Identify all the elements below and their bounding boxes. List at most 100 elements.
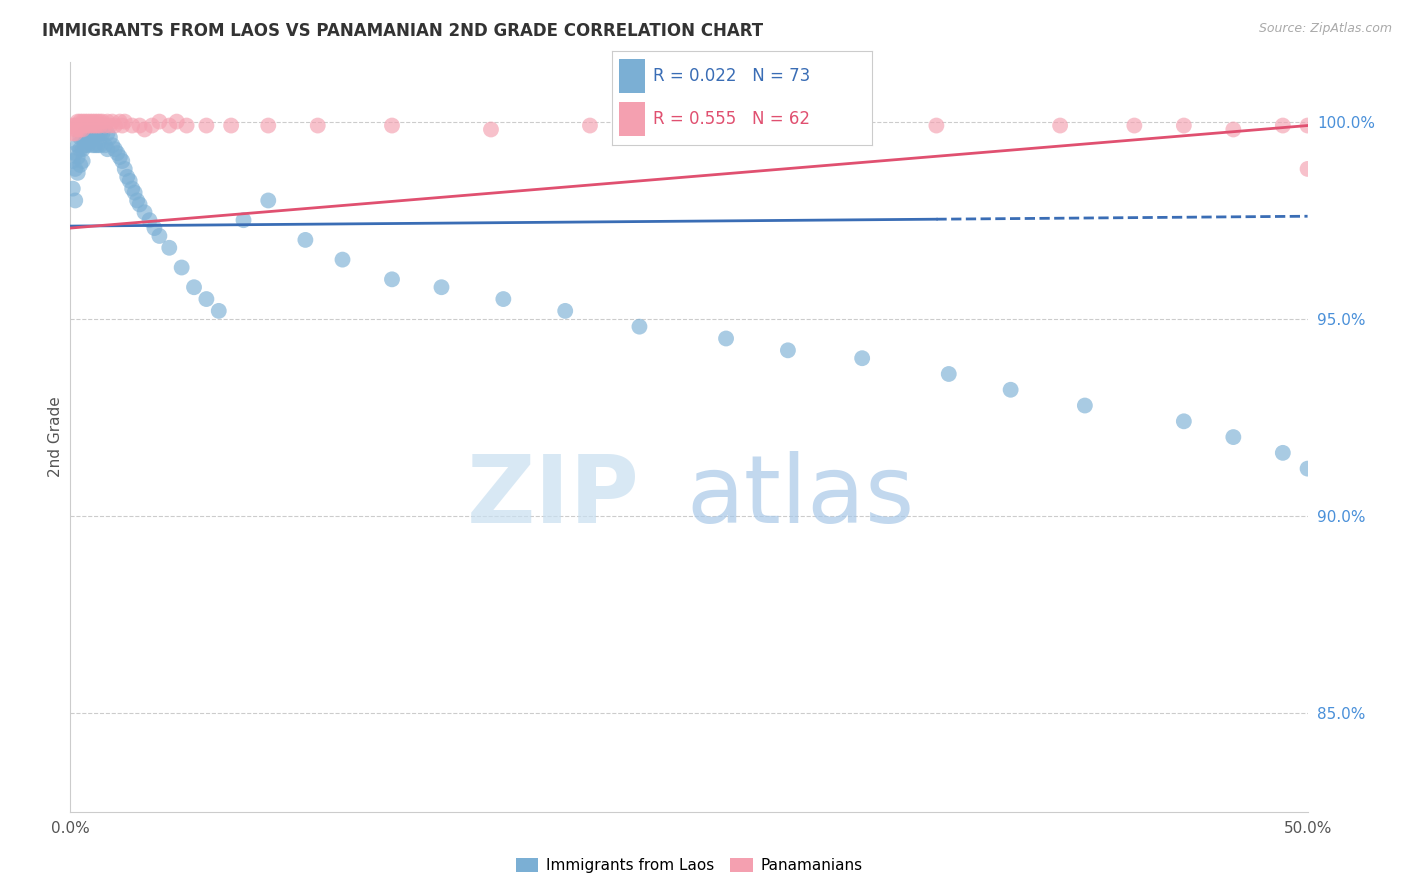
Point (66, 119, 89, 133)
Text: IMMIGRANTS FROM LAOS VS PANAMANIAN 2ND GRADE CORRELATION CHART: IMMIGRANTS FROM LAOS VS PANAMANIAN 2ND G… (42, 22, 763, 40)
Point (257, 194, 280, 208)
Point (79, 114, 101, 128)
Point (75, 127, 97, 141)
Point (66, 114, 89, 128)
Point (62, 154, 84, 169)
Point (1271, 446, 1294, 460)
Text: R = 0.555   N = 62: R = 0.555 N = 62 (654, 111, 810, 128)
Text: atlas: atlas (686, 451, 914, 543)
Point (121, 119, 143, 133)
Point (76, 138, 98, 153)
Point (65, 161, 87, 176)
Point (69, 158, 91, 172)
Point (69, 142, 91, 156)
Point (1049, 119, 1071, 133)
Point (72, 130, 94, 145)
Point (925, 119, 948, 133)
Point (76, 127, 98, 141)
Point (62, 181, 84, 195)
Point (430, 280, 453, 294)
Point (96, 114, 118, 128)
Point (1296, 161, 1319, 176)
Point (115, 169, 138, 184)
Point (111, 119, 134, 133)
Point (89, 138, 111, 153)
Text: ZIP: ZIP (467, 451, 640, 543)
Point (1173, 414, 1195, 428)
Point (127, 194, 149, 208)
Point (76, 114, 98, 128)
Point (82, 119, 104, 133)
Point (82, 138, 104, 153)
Point (101, 114, 124, 128)
Point (479, 122, 502, 136)
Point (62, 127, 84, 141)
Point (98, 119, 121, 133)
Point (69, 119, 91, 133)
Point (1222, 122, 1244, 136)
Point (208, 304, 231, 318)
Point (579, 119, 602, 133)
Point (294, 233, 316, 247)
Point (104, 142, 127, 156)
Point (65, 119, 87, 133)
Point (84, 138, 107, 153)
Point (114, 161, 136, 176)
Point (69, 130, 91, 145)
Point (75, 138, 97, 153)
Point (72, 114, 94, 128)
Point (82, 114, 104, 128)
Point (82, 127, 104, 141)
Point (1296, 119, 1319, 133)
Point (65, 146, 87, 161)
Point (801, 119, 824, 133)
Point (138, 213, 160, 227)
Point (381, 119, 404, 133)
Point (91, 114, 114, 128)
Point (1000, 383, 1022, 397)
Point (157, 119, 180, 133)
Point (148, 229, 170, 244)
Point (1271, 119, 1294, 133)
Point (134, 205, 156, 219)
Point (134, 122, 156, 136)
Point (86, 119, 108, 133)
Point (105, 146, 128, 161)
Point (79, 119, 101, 133)
Y-axis label: 2nd Grade: 2nd Grade (48, 397, 63, 477)
Point (66, 150, 89, 164)
Point (257, 119, 280, 133)
Point (219, 119, 242, 133)
Legend: Immigrants from Laos, Panamanians: Immigrants from Laos, Panamanians (509, 852, 869, 879)
Point (104, 119, 127, 133)
Point (76, 119, 98, 133)
Point (101, 138, 124, 153)
Point (108, 114, 131, 128)
Point (554, 304, 576, 318)
Point (118, 174, 141, 188)
Point (66, 166, 89, 180)
Point (141, 119, 163, 133)
Point (111, 154, 134, 169)
Point (176, 119, 198, 133)
Point (1173, 119, 1195, 133)
Point (79, 127, 101, 141)
Point (65, 122, 87, 136)
Point (307, 119, 329, 133)
Point (851, 351, 873, 366)
Point (65, 194, 87, 208)
Point (66, 138, 89, 153)
Point (94, 119, 117, 133)
Point (65, 127, 87, 141)
Point (94, 138, 117, 153)
Point (72, 142, 94, 156)
Point (183, 280, 205, 294)
Text: Source: ZipAtlas.com: Source: ZipAtlas.com (1258, 22, 1392, 36)
Point (1123, 119, 1146, 133)
Bar (620, 59, 645, 93)
Point (84, 114, 107, 128)
Point (89, 127, 111, 141)
Point (381, 272, 404, 286)
Point (195, 119, 218, 133)
Point (128, 197, 150, 211)
